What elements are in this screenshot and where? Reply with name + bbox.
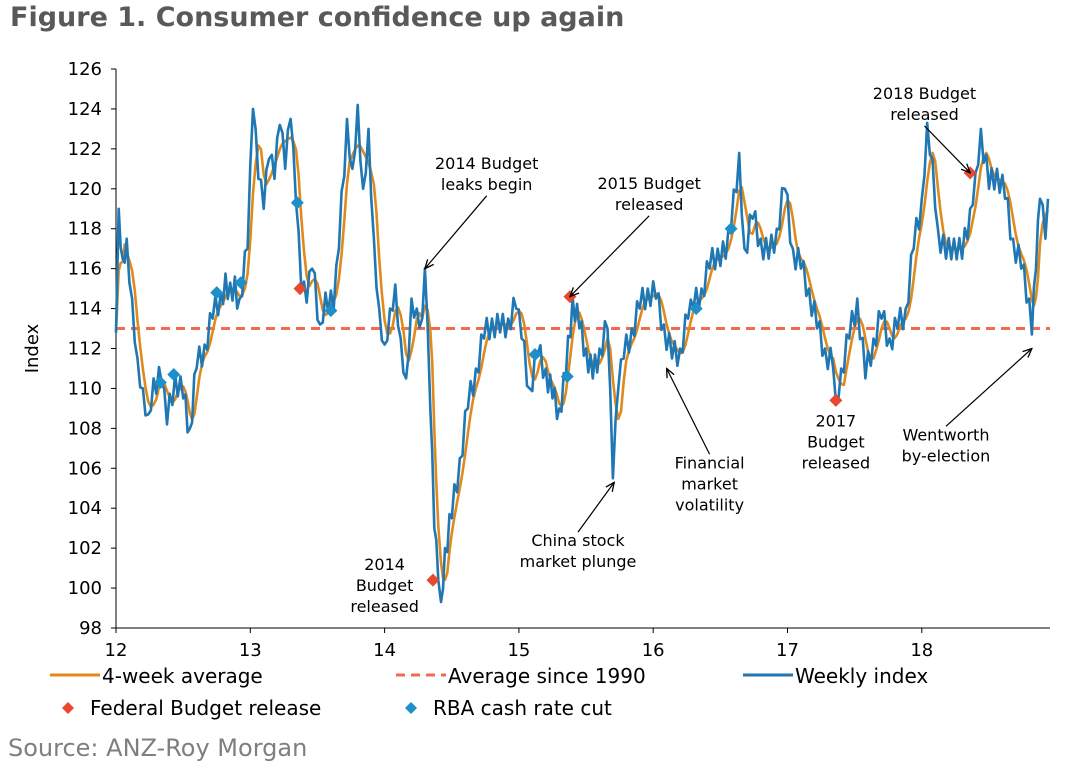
- markers-layer: [153, 166, 977, 587]
- annotation-label: China stock market plunge: [520, 531, 637, 571]
- rba-cut-marker: [724, 222, 738, 236]
- source-note: Source: ANZ-Roy Morgan: [8, 734, 308, 762]
- y-tick-label: 114: [68, 299, 102, 320]
- annotation-line: released: [615, 195, 684, 214]
- x-tick-label: 16: [642, 640, 665, 661]
- annotation-label: 2018 Budget released: [873, 84, 976, 124]
- y-tick-label: 124: [68, 99, 102, 120]
- series-weekly-index: [114, 103, 1050, 604]
- y-tick-label: 118: [68, 219, 102, 240]
- legend-label: 4-week average: [102, 664, 263, 688]
- budget-release-marker: [426, 573, 440, 587]
- legend-swatch: [62, 702, 74, 714]
- legend-label: Federal Budget release: [90, 696, 321, 720]
- series-layer: [114, 103, 1050, 604]
- x-tick-label: 12: [105, 640, 128, 661]
- x-tick-label: 15: [507, 640, 530, 661]
- y-tick-label: 98: [79, 618, 102, 639]
- rba-cut-marker: [689, 302, 703, 316]
- annotation-arrow: [945, 349, 1032, 427]
- y-tick-label: 116: [68, 259, 102, 280]
- legend: 4-week average Average since 1990 Weekly i…: [50, 664, 928, 720]
- y-tick-label: 110: [68, 378, 102, 399]
- rba-cut-marker: [167, 367, 181, 381]
- y-axis-label: Index: [22, 323, 43, 373]
- annotation-arrow: [924, 125, 970, 173]
- annotation-line: by-election: [902, 446, 991, 465]
- y-tick-label: 106: [68, 458, 102, 479]
- annotation-arrow: [667, 368, 711, 455]
- budget-release-marker: [829, 393, 843, 407]
- annotation-label: 2017 Budget released: [802, 411, 871, 472]
- annotation-line: released: [890, 105, 959, 124]
- annotation-line: Wentworth: [902, 425, 989, 444]
- rba-cut-marker: [153, 375, 167, 389]
- budget-release-marker: [293, 282, 307, 296]
- y-tick-label: 100: [68, 578, 102, 599]
- rba-cut-marker: [234, 276, 248, 290]
- y-tick-label: 108: [68, 418, 102, 439]
- annotation-line: market: [681, 474, 738, 493]
- chart-title: Figure 1. Consumer confidence up again: [10, 2, 625, 33]
- annotation-label: Wentworth by-election: [902, 425, 991, 465]
- x-tick-label: 14: [373, 640, 396, 661]
- y-tick-label: 120: [68, 179, 102, 200]
- rba-cut-marker: [560, 369, 574, 383]
- annotation-line: Financial: [675, 453, 745, 472]
- legend-swatch: [405, 702, 417, 714]
- y-tick-label: 102: [68, 538, 102, 559]
- legend-label: Weekly index: [795, 664, 928, 688]
- annotation-label: 2014 Budget released: [350, 555, 419, 616]
- x-tick-label: 18: [910, 640, 933, 661]
- rba-cut-marker: [290, 196, 304, 210]
- annotation-line: volatility: [675, 495, 744, 514]
- legend-label: Average since 1990: [448, 664, 646, 688]
- x-tick-label: 17: [776, 640, 799, 661]
- annotation-line: Budget: [807, 432, 865, 451]
- annotation-line: 2015 Budget: [597, 174, 700, 193]
- annotation-line: 2014: [364, 555, 405, 574]
- annotation-label: 2015 Budget released: [597, 174, 700, 214]
- annotation-arrow: [577, 482, 614, 533]
- y-tick-label: 112: [68, 339, 102, 360]
- rba-cut-marker: [324, 304, 338, 318]
- annotation-arrow: [425, 195, 488, 269]
- annotation-arrow: [570, 215, 650, 297]
- annotation-line: market plunge: [520, 552, 637, 571]
- annotation-line: released: [802, 453, 871, 472]
- legend-label: RBA cash rate cut: [433, 696, 612, 720]
- y-tick-label: 104: [68, 498, 102, 519]
- annotation-line: released: [350, 597, 419, 616]
- y-tick-label: 122: [68, 139, 102, 160]
- annotation-line: China stock: [531, 531, 625, 550]
- annotation-line: 2017: [815, 411, 856, 430]
- x-tick-label: 13: [239, 640, 262, 661]
- rba-cut-marker: [210, 286, 224, 300]
- axes: 98 100 102 104 106 108 110 112 114 116 118 120 122 12…: [22, 59, 1050, 661]
- y-tick-label: 126: [68, 59, 102, 80]
- annotation-line: Budget: [356, 576, 414, 595]
- annotation-label: 2014 Budget leaks begin: [435, 154, 538, 194]
- annotation-label: Financial market volatility: [675, 453, 745, 514]
- rba-cut-marker: [528, 347, 542, 361]
- annotations-layer: 2014 Budget leaks begin 2015 Budget release…: [350, 84, 1032, 616]
- annotation-line: 2018 Budget: [873, 84, 976, 103]
- annotation-line: 2014 Budget: [435, 154, 538, 173]
- annotation-line: leaks begin: [441, 175, 533, 194]
- series-4-week-average: [114, 136, 1050, 582]
